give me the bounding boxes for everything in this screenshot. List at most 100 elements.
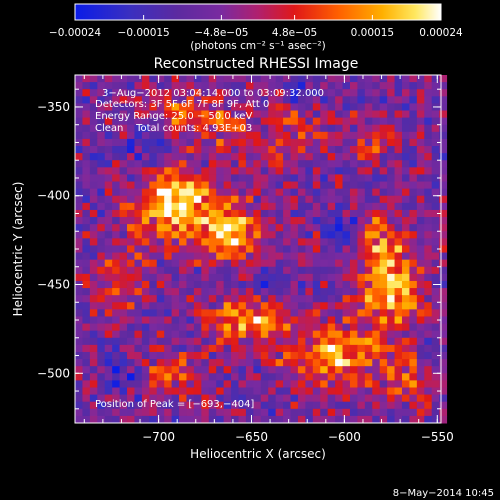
heatmap-cell	[431, 359, 440, 367]
heatmap-cell	[290, 344, 299, 353]
heatmap-cell	[171, 138, 180, 147]
heatmap-cell	[283, 316, 292, 325]
heatmap-cell	[231, 415, 239, 424]
heatmap-cell	[416, 160, 425, 168]
x-tick-label: −600	[328, 430, 361, 444]
heatmap-cell	[245, 273, 254, 282]
heatmap-cell	[134, 160, 143, 168]
heatmap-cell	[349, 117, 358, 126]
heatmap-cell	[82, 252, 91, 261]
heatmap-cell	[379, 259, 388, 268]
heatmap-cell	[223, 330, 232, 339]
heatmap-cell	[416, 110, 425, 119]
heatmap-cell	[134, 224, 143, 232]
heatmap-cell	[372, 209, 381, 218]
heatmap-cell	[372, 146, 381, 154]
heatmap-cell	[179, 110, 187, 119]
heatmap-cell	[149, 245, 158, 254]
heatmap-cell	[164, 408, 173, 417]
heatmap-cell	[104, 217, 113, 225]
heatmap-cell	[394, 195, 403, 204]
heatmap-cell	[208, 288, 217, 296]
heatmap-cell	[112, 217, 121, 225]
heatmap-cell	[216, 323, 225, 332]
heatmap-cell	[245, 316, 254, 325]
heatmap-cell	[141, 209, 150, 218]
heatmap-cell	[223, 401, 232, 410]
heatmap-cell	[179, 252, 187, 261]
heatmap-cell	[179, 146, 187, 154]
heatmap-cell	[290, 96, 299, 104]
heatmap-cell	[231, 316, 239, 325]
heatmap-cell	[149, 316, 158, 325]
heatmap-cell	[349, 181, 358, 190]
heatmap-cell	[312, 245, 321, 254]
heatmap-cell	[253, 202, 262, 211]
heatmap-cell	[238, 401, 247, 410]
heatmap-cell	[127, 181, 135, 190]
heatmap-cell	[312, 231, 321, 239]
heatmap-cell	[156, 231, 165, 239]
heatmap-cell	[223, 117, 232, 126]
heatmap-cell	[223, 302, 232, 310]
heatmap-cell	[223, 295, 232, 303]
heatmap-cell	[134, 238, 143, 246]
heatmap-cell	[394, 266, 403, 275]
heatmap-cell	[327, 401, 336, 410]
heatmap-cell	[97, 373, 106, 381]
heatmap-cell	[439, 174, 448, 183]
heatmap-cell	[164, 231, 173, 239]
heatmap-cell	[141, 188, 150, 197]
heatmap-cell	[312, 138, 321, 147]
heatmap-cell	[112, 323, 121, 332]
heatmap-cell	[141, 252, 150, 261]
heatmap-cell	[297, 224, 306, 232]
heatmap-cell	[193, 181, 202, 190]
heatmap-cell	[223, 259, 232, 268]
heatmap-cell	[416, 245, 425, 254]
heatmap-cell	[394, 160, 403, 168]
heatmap-cell	[260, 366, 269, 374]
heatmap-cell	[89, 252, 98, 261]
heatmap-cell	[439, 359, 448, 367]
heatmap-cell	[141, 415, 150, 424]
heatmap-cell	[364, 252, 373, 261]
heatmap-cell	[320, 217, 329, 225]
heatmap-cell	[171, 252, 180, 261]
heatmap-cell	[327, 295, 336, 303]
heatmap-cell	[75, 89, 83, 97]
heatmap-cell	[208, 408, 217, 417]
heatmap-cell	[372, 351, 381, 360]
heatmap-cell	[156, 245, 165, 254]
heatmap-cell	[104, 394, 113, 403]
heatmap-cell	[82, 96, 91, 104]
heatmap-cell	[193, 387, 202, 396]
heatmap-cell	[290, 280, 299, 289]
heatmap-cell	[119, 124, 128, 133]
heatmap-cell	[134, 117, 143, 126]
heatmap-cell	[253, 146, 262, 154]
heatmap-cell	[297, 174, 306, 183]
heatmap-cell	[364, 323, 373, 332]
y-tick-label: −500	[37, 366, 70, 380]
heatmap-cell	[104, 89, 113, 97]
heatmap-cell	[127, 259, 135, 268]
heatmap-cell	[104, 316, 113, 325]
heatmap-cell	[179, 238, 187, 246]
heatmap-cell	[89, 89, 98, 97]
heatmap-cell	[327, 266, 336, 275]
heatmap-cell	[312, 351, 321, 360]
heatmap-cell	[416, 153, 425, 161]
heatmap-cell	[231, 323, 239, 332]
heatmap-cell	[409, 209, 418, 218]
heatmap-cell	[104, 202, 113, 211]
heatmap-cell	[401, 217, 410, 225]
heatmap-cell	[97, 351, 106, 360]
heatmap-cell	[416, 138, 425, 147]
heatmap-cell	[134, 231, 143, 239]
heatmap-cell	[82, 131, 91, 140]
heatmap-cell	[119, 252, 128, 261]
heatmap-cell	[320, 394, 329, 403]
heatmap-cell	[335, 153, 344, 161]
